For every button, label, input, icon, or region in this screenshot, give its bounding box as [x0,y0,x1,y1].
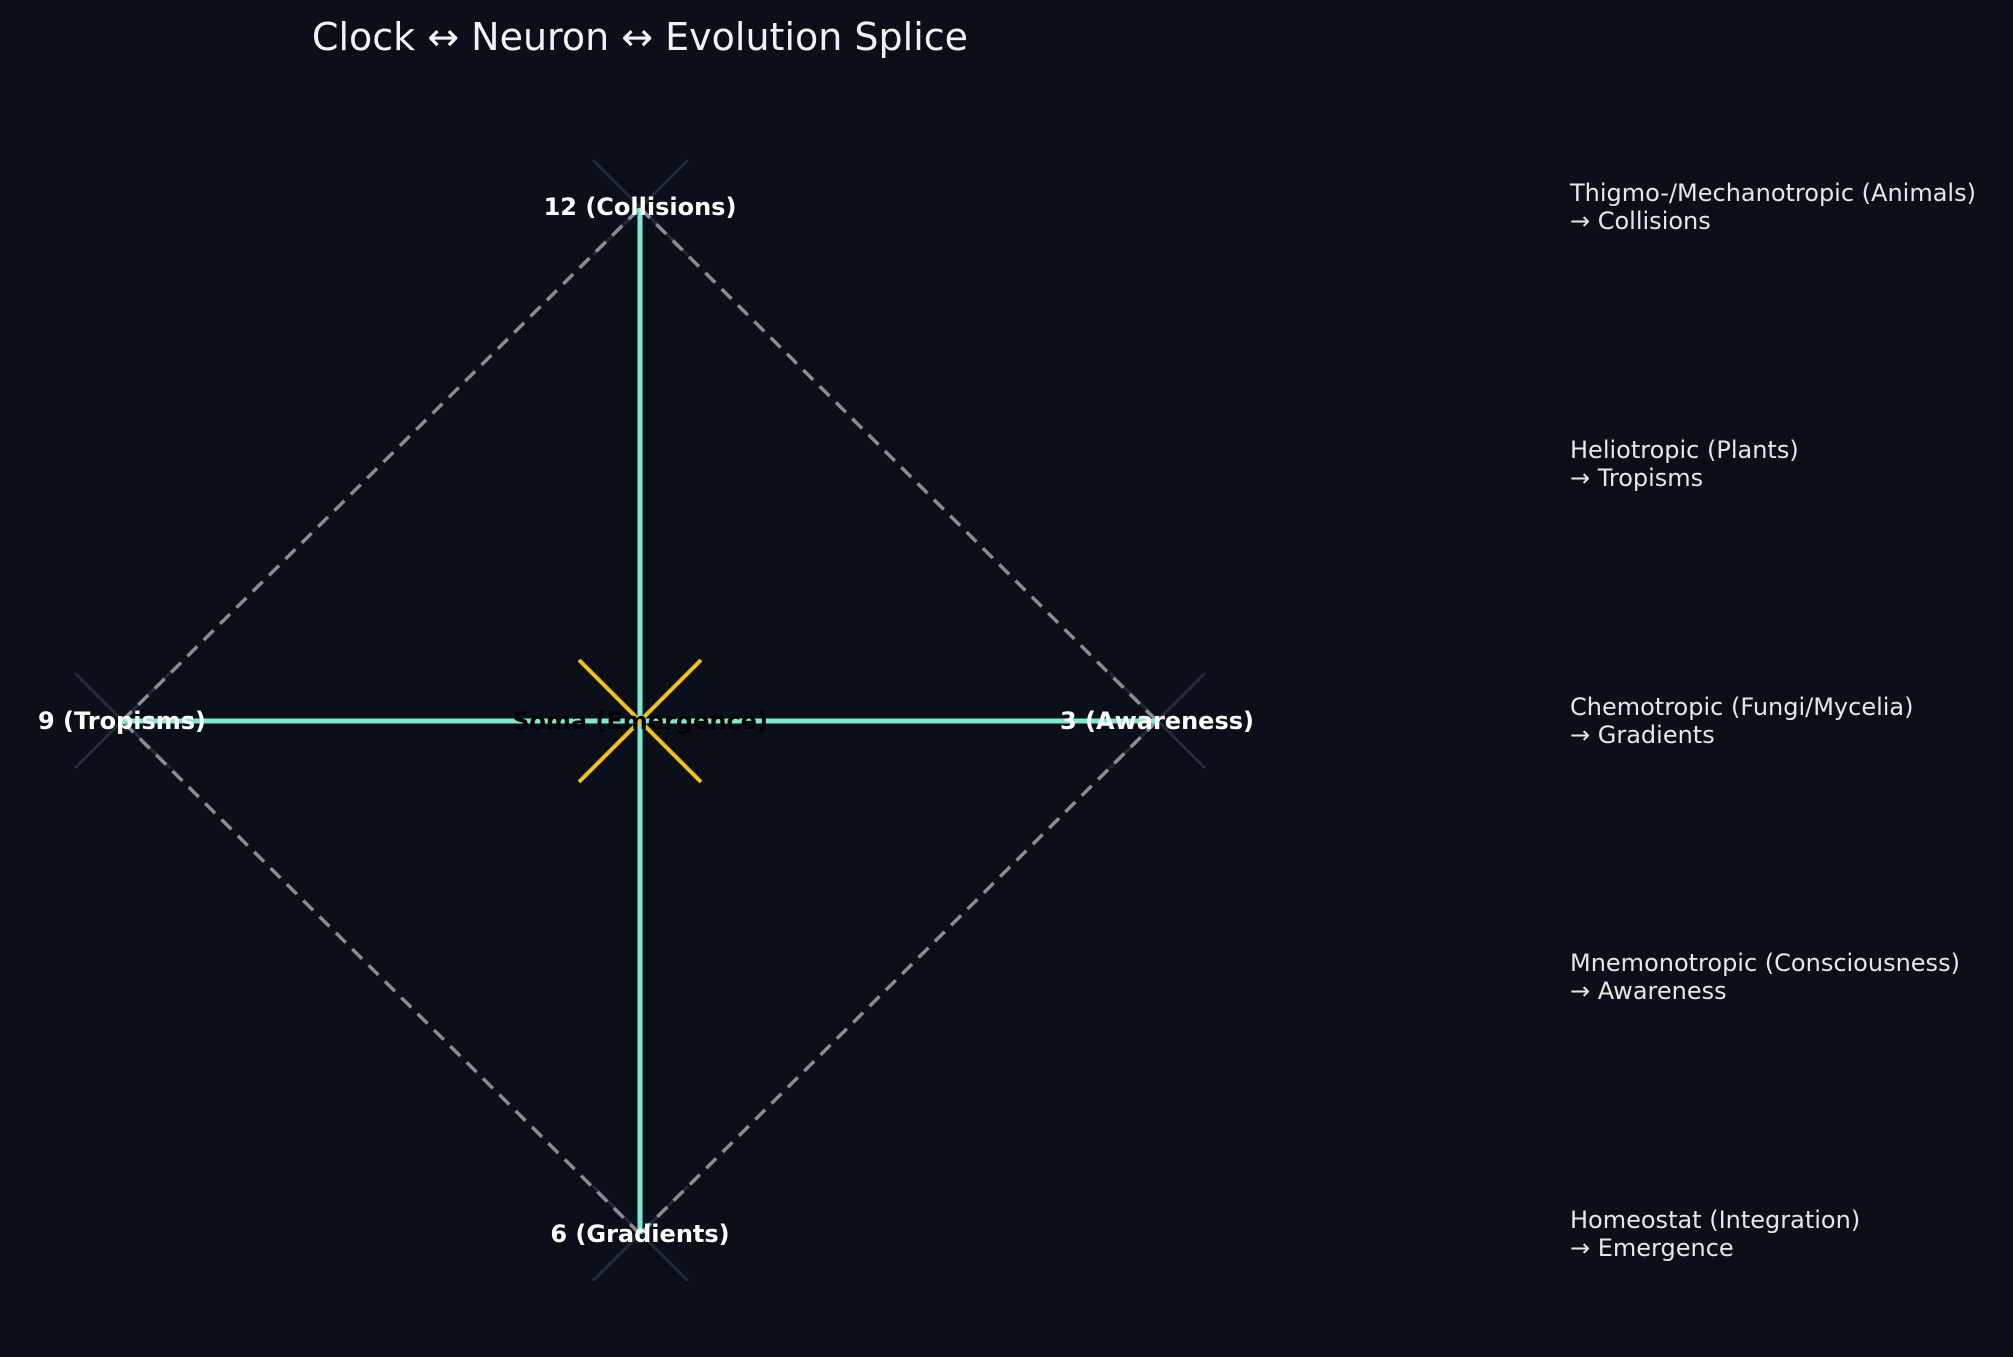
legend-item-1-line1: Thigmo-/Mechanotropic (Animals) [1569,179,1976,207]
legend: Thigmo-/Mechanotropic (Animals) → Collis… [1569,179,1976,1262]
node-label-right: 3 (Awareness) [1060,707,1254,735]
diamond-edge-top-right [638,206,1159,723]
legend-item-5-line1: Homeostat (Integration) [1570,1206,1860,1234]
diamond-edge-bottom-left [120,719,642,1236]
node-label-bottom: 6 (Gradients) [550,1220,729,1248]
center-label: Soma (Emergence) [512,707,768,735]
legend-item-2-line1: Heliotropic (Plants) [1570,436,1799,464]
legend-item-2-line2: → Tropisms [1570,464,1703,492]
diagram-title: Clock ↔ Neuron ↔ Evolution Splice [312,15,968,59]
center-star-icon [577,658,703,784]
legend-item-4-line2: → Awareness [1570,977,1727,1005]
legend-item-3-line2: → Gradients [1570,721,1715,749]
diamond-edge-left-top [120,206,642,723]
legend-item-3-line1: Chemotropic (Fungi/Mycelia) [1570,693,1914,721]
legend-item-4-line1: Mnemonotropic (Consciousness) [1570,949,1960,977]
legend-item-5-line2: → Emergence [1570,1234,1734,1262]
diamond-edge-right-bottom [638,719,1159,1236]
node-label-top: 12 (Collisions) [544,193,737,221]
legend-item-1-line2: → Collisions [1570,207,1711,235]
node-label-left: 9 (Tropisms) [38,707,206,735]
diamond-outline [120,206,1159,1236]
node-marker-right [1108,671,1207,770]
